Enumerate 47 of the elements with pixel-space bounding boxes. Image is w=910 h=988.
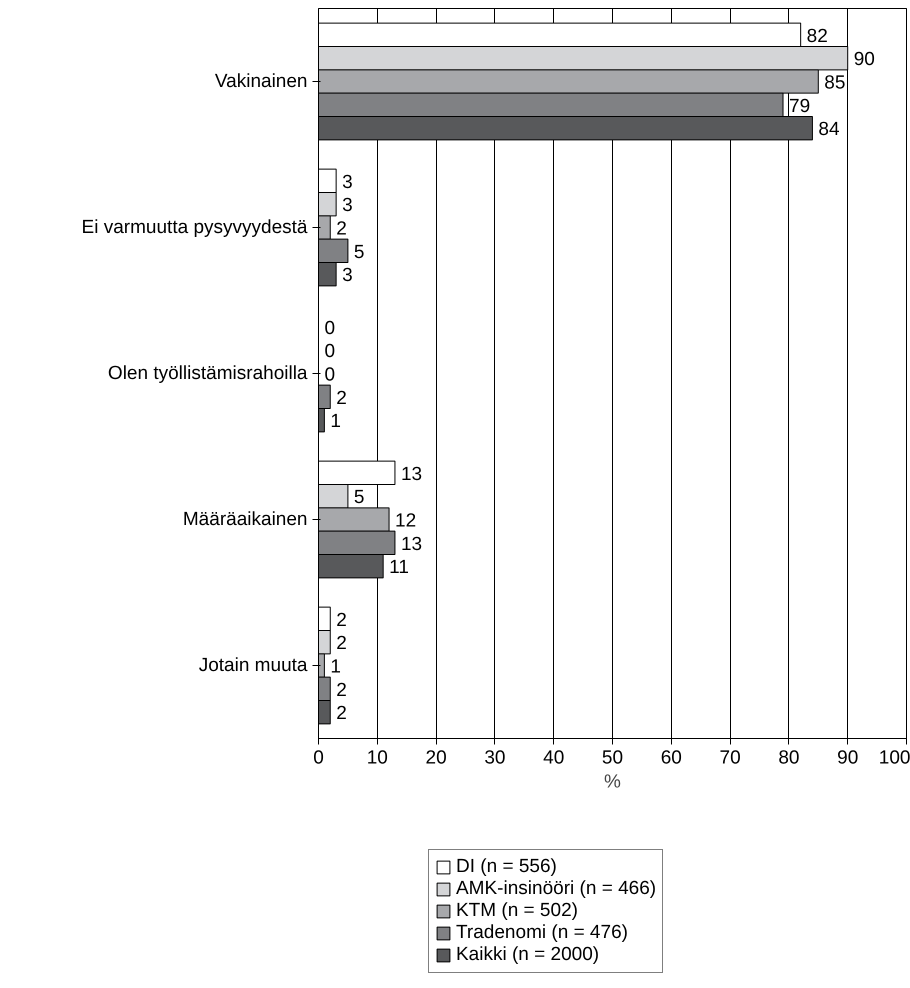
x-axis-title: % xyxy=(604,772,622,792)
data-label: 3 xyxy=(342,195,353,216)
x-tick-label: 50 xyxy=(602,748,624,768)
x-tick-label: 70 xyxy=(720,748,741,768)
data-label: 90 xyxy=(854,49,875,70)
data-label: 84 xyxy=(818,119,840,140)
data-label: 2 xyxy=(336,633,347,654)
data-label: 0 xyxy=(324,318,336,339)
data-label: 3 xyxy=(342,172,353,193)
y-tick-label: Määräaikainen xyxy=(182,509,308,530)
y-tick-label: Ei varmuutta pysyvyydestä xyxy=(82,217,308,238)
data-label: 2 xyxy=(336,703,347,724)
x-tick-label: 30 xyxy=(484,748,506,768)
x-tick-label: 40 xyxy=(543,748,564,768)
y-tick-label: Vakinainen xyxy=(214,71,308,92)
legend-label: DI (n = 556) xyxy=(456,856,557,878)
y-tick-label: Olen työllistämisrahoilla xyxy=(108,363,308,384)
data-label: 12 xyxy=(395,510,416,532)
legend-label: Kaikki (n = 2000) xyxy=(456,944,600,966)
data-label: 11 xyxy=(389,557,409,578)
legend-label: AMK-insinööri (n = 466) xyxy=(456,878,656,900)
data-label: 85 xyxy=(824,72,846,94)
legend-label: Tradenomi (n = 476) xyxy=(456,922,628,944)
y-tick-label: Jotain muuta xyxy=(198,655,308,676)
data-label: 3 xyxy=(342,265,353,286)
data-label: 13 xyxy=(400,534,422,555)
x-tick-label: 100 xyxy=(878,748,910,768)
x-tick-label: 90 xyxy=(837,748,858,768)
data-label: 1 xyxy=(330,411,341,432)
x-tick-label: 0 xyxy=(313,748,324,768)
data-label: 5 xyxy=(354,242,364,263)
x-tick-label: 10 xyxy=(366,748,388,768)
data-label: 0 xyxy=(324,364,336,386)
data-label: 79 xyxy=(789,96,810,117)
data-label: 2 xyxy=(336,388,347,409)
data-label: 13 xyxy=(400,464,422,485)
data-label: 5 xyxy=(354,487,364,508)
data-label: 0 xyxy=(324,341,336,362)
data-label: 2 xyxy=(336,610,347,631)
data-label: 2 xyxy=(336,218,347,240)
data-label: 1 xyxy=(330,656,341,678)
x-tick-label: 60 xyxy=(660,748,682,768)
data-label: 82 xyxy=(806,26,828,47)
legend-label: KTM (n = 502) xyxy=(456,900,578,922)
data-label: 2 xyxy=(336,680,347,701)
x-tick-label: 80 xyxy=(778,748,800,768)
x-tick-label: 20 xyxy=(426,748,447,768)
